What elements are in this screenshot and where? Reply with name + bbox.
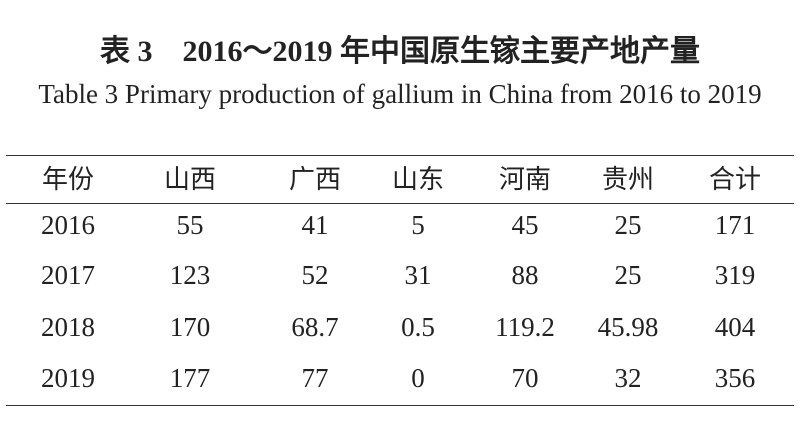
cell: 41	[301, 210, 329, 240]
cell: 2019	[41, 363, 95, 393]
header-row: 年份 山西 广西 山东 河南 贵州 合计	[0, 155, 800, 205]
title-cn: 表 3 2016～2019 年中国原生镓主要产地产量	[100, 35, 700, 68]
cell: 119.2	[495, 312, 555, 342]
top-rule	[6, 155, 794, 156]
data-row: 2018 170 68.7 0.5 119.2 45.98 404	[0, 302, 800, 352]
cell: 0	[411, 363, 425, 393]
cell: 2017	[41, 260, 95, 290]
header-rule	[6, 203, 794, 204]
cell: 404	[714, 312, 756, 342]
cell: 河南	[498, 165, 551, 195]
cell: 88	[511, 260, 539, 290]
title-en: Table 3 Primary production of gallium in…	[38, 79, 762, 109]
cell: 123	[169, 260, 211, 290]
cell: 山东	[391, 165, 444, 195]
cell: 45	[511, 210, 539, 240]
cell: 55	[176, 210, 204, 240]
bottom-rule	[6, 405, 794, 406]
cell: 31	[404, 260, 432, 290]
cell: 贵州	[601, 165, 654, 195]
cell: 68.7	[291, 312, 339, 342]
cell: 32	[614, 363, 642, 393]
cell: 170	[169, 312, 211, 342]
cell: 356	[714, 363, 756, 393]
data-row: 2019 177 77 0 70 32 356	[0, 353, 800, 403]
cell: 合计	[708, 165, 761, 195]
cell: 广西	[288, 165, 341, 195]
cell: 77	[301, 363, 329, 393]
cell: 25	[614, 210, 642, 240]
cell: 山西	[163, 165, 216, 195]
cell: 171	[714, 210, 756, 240]
cell: 25	[614, 260, 642, 290]
cell: 177	[169, 363, 211, 393]
cell: 年份	[41, 165, 94, 195]
cell: 2018	[41, 312, 95, 342]
cell: 45.98	[597, 312, 659, 342]
data-row: 2017 123 52 31 88 25 319	[0, 250, 800, 300]
cell: 0.5	[401, 312, 435, 342]
cell: 70	[511, 363, 539, 393]
cell: 5	[411, 210, 425, 240]
cell: 319	[714, 260, 756, 290]
data-row: 2016 55 41 5 45 25 171	[0, 200, 800, 250]
cell: 52	[301, 260, 329, 290]
cell: 2016	[41, 210, 95, 240]
